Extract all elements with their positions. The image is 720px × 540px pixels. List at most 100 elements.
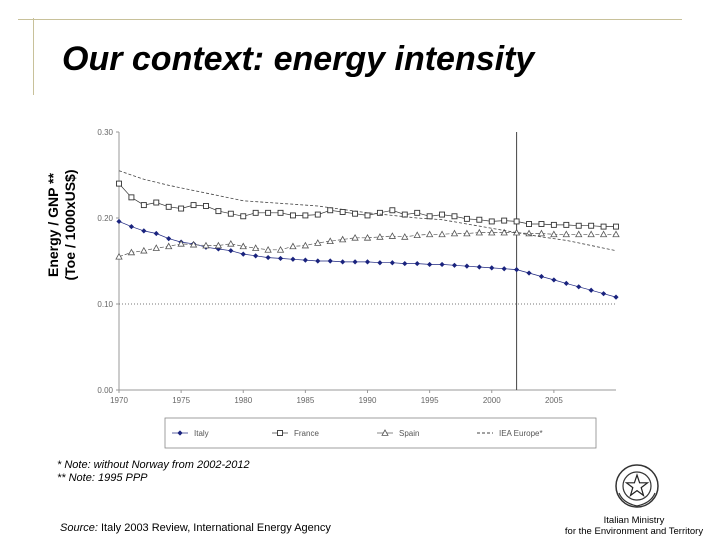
data-point-spain bbox=[599, 230, 608, 238]
data-point-italy bbox=[128, 224, 135, 230]
data-point-italy bbox=[340, 259, 346, 265]
data-point-france bbox=[426, 213, 433, 220]
source-label: Source: bbox=[60, 522, 98, 534]
data-point-france bbox=[203, 203, 209, 209]
y-axis-label-line2: (Toe / 1000xUS$) bbox=[62, 169, 78, 281]
legend-label-italy: Italy bbox=[194, 429, 209, 438]
ministry-credit: Italian Ministry for the Environment and… bbox=[550, 515, 718, 537]
data-point-spain bbox=[550, 230, 558, 238]
legend-swatch-france bbox=[277, 430, 283, 436]
data-point-italy bbox=[402, 260, 408, 267]
source-line: Source: Italy 2003 Review, International… bbox=[60, 522, 331, 534]
data-point-italy bbox=[240, 251, 246, 257]
data-point-italy bbox=[526, 270, 532, 276]
data-point-italy bbox=[116, 218, 122, 225]
data-point-france bbox=[227, 210, 234, 217]
data-point-france bbox=[190, 202, 197, 209]
data-point-spain bbox=[587, 230, 595, 238]
data-point-spain bbox=[525, 229, 533, 237]
data-point-spain bbox=[500, 228, 508, 236]
y-axis-label: Energy / GNP ** (Toe / 1000xUS$) bbox=[45, 169, 79, 280]
data-point-france bbox=[364, 212, 371, 219]
data-point-italy bbox=[501, 266, 507, 272]
y-tick-label: 0.00 bbox=[97, 386, 113, 395]
data-point-italy bbox=[389, 260, 395, 266]
data-point-italy bbox=[514, 267, 520, 273]
x-tick-label: 2000 bbox=[483, 396, 501, 405]
data-point-france bbox=[140, 202, 147, 209]
data-point-italy bbox=[377, 260, 383, 266]
data-point-france bbox=[575, 222, 582, 229]
data-point-italy bbox=[290, 256, 296, 262]
data-point-france bbox=[116, 180, 122, 187]
data-point-spain bbox=[376, 233, 384, 240]
data-point-italy bbox=[551, 277, 557, 283]
x-tick-label: 1995 bbox=[421, 396, 439, 405]
x-tick-label: 1985 bbox=[296, 396, 314, 405]
data-point-france bbox=[563, 221, 570, 228]
data-point-spain bbox=[475, 228, 484, 236]
data-point-france bbox=[600, 223, 607, 230]
data-point-spain bbox=[251, 244, 260, 251]
data-point-spain bbox=[314, 239, 322, 246]
data-point-france bbox=[451, 213, 458, 220]
decorative-horizontal-line bbox=[18, 19, 682, 20]
x-tick-label: 1970 bbox=[110, 396, 128, 405]
y-tick-label: 0.20 bbox=[97, 214, 113, 223]
data-point-italy bbox=[489, 265, 495, 271]
data-point-italy bbox=[588, 287, 594, 293]
data-point-spain bbox=[401, 233, 409, 240]
data-point-france bbox=[613, 223, 619, 230]
data-point-france bbox=[265, 209, 272, 216]
data-point-spain bbox=[264, 245, 272, 253]
data-point-italy bbox=[265, 254, 271, 261]
data-point-spain bbox=[450, 229, 459, 237]
data-point-italy bbox=[414, 260, 420, 267]
data-point-italy bbox=[364, 259, 371, 265]
data-point-france bbox=[178, 205, 185, 212]
data-point-france bbox=[314, 211, 321, 218]
data-point-spain bbox=[152, 244, 160, 251]
data-point-france bbox=[389, 207, 396, 214]
source-text: Italy 2003 Review, International Energy … bbox=[97, 522, 331, 534]
data-point-france bbox=[128, 194, 135, 201]
data-point-spain bbox=[140, 246, 148, 254]
data-point-france bbox=[277, 209, 284, 216]
y-tick-label: 0.30 bbox=[97, 128, 113, 137]
data-point-italy bbox=[451, 262, 458, 268]
x-tick-label: 1975 bbox=[172, 396, 190, 405]
note-ppp: ** Note: 1995 PPP bbox=[57, 472, 148, 484]
data-point-france bbox=[339, 209, 346, 215]
data-point-france bbox=[327, 207, 334, 214]
ministry-line2: for the Environment and Territory bbox=[564, 526, 704, 537]
data-point-italy bbox=[141, 228, 147, 234]
data-point-italy bbox=[464, 263, 470, 269]
note-norway: * Note: without Norway from 2002-2012 bbox=[57, 459, 250, 471]
data-point-italy bbox=[352, 259, 358, 265]
data-point-italy bbox=[228, 248, 234, 254]
data-point-france bbox=[165, 203, 172, 210]
x-tick-label: 1990 bbox=[359, 396, 377, 405]
legend-label-spain: Spain bbox=[399, 429, 419, 438]
data-point-spain bbox=[214, 241, 223, 249]
data-point-france bbox=[488, 218, 495, 225]
data-point-france bbox=[376, 209, 383, 216]
slide-title: Our context: energy intensity bbox=[62, 40, 535, 78]
legend-swatch-spain bbox=[381, 429, 389, 436]
data-point-italy bbox=[613, 294, 619, 300]
data-point-italy bbox=[153, 230, 159, 237]
data-point-italy bbox=[476, 264, 482, 270]
data-point-spain bbox=[413, 231, 421, 238]
data-point-spain bbox=[165, 242, 173, 250]
data-point-italy bbox=[166, 236, 172, 242]
data-point-italy bbox=[538, 273, 545, 280]
data-point-italy bbox=[576, 284, 582, 290]
data-point-italy bbox=[253, 253, 259, 259]
y-axis-label-line1: Energy / GNP ** bbox=[45, 172, 61, 278]
legend-label-france: France bbox=[294, 429, 319, 438]
data-point-spain bbox=[301, 241, 310, 249]
data-point-france bbox=[526, 221, 532, 227]
data-point-italy bbox=[600, 291, 607, 297]
data-point-france bbox=[215, 208, 222, 215]
